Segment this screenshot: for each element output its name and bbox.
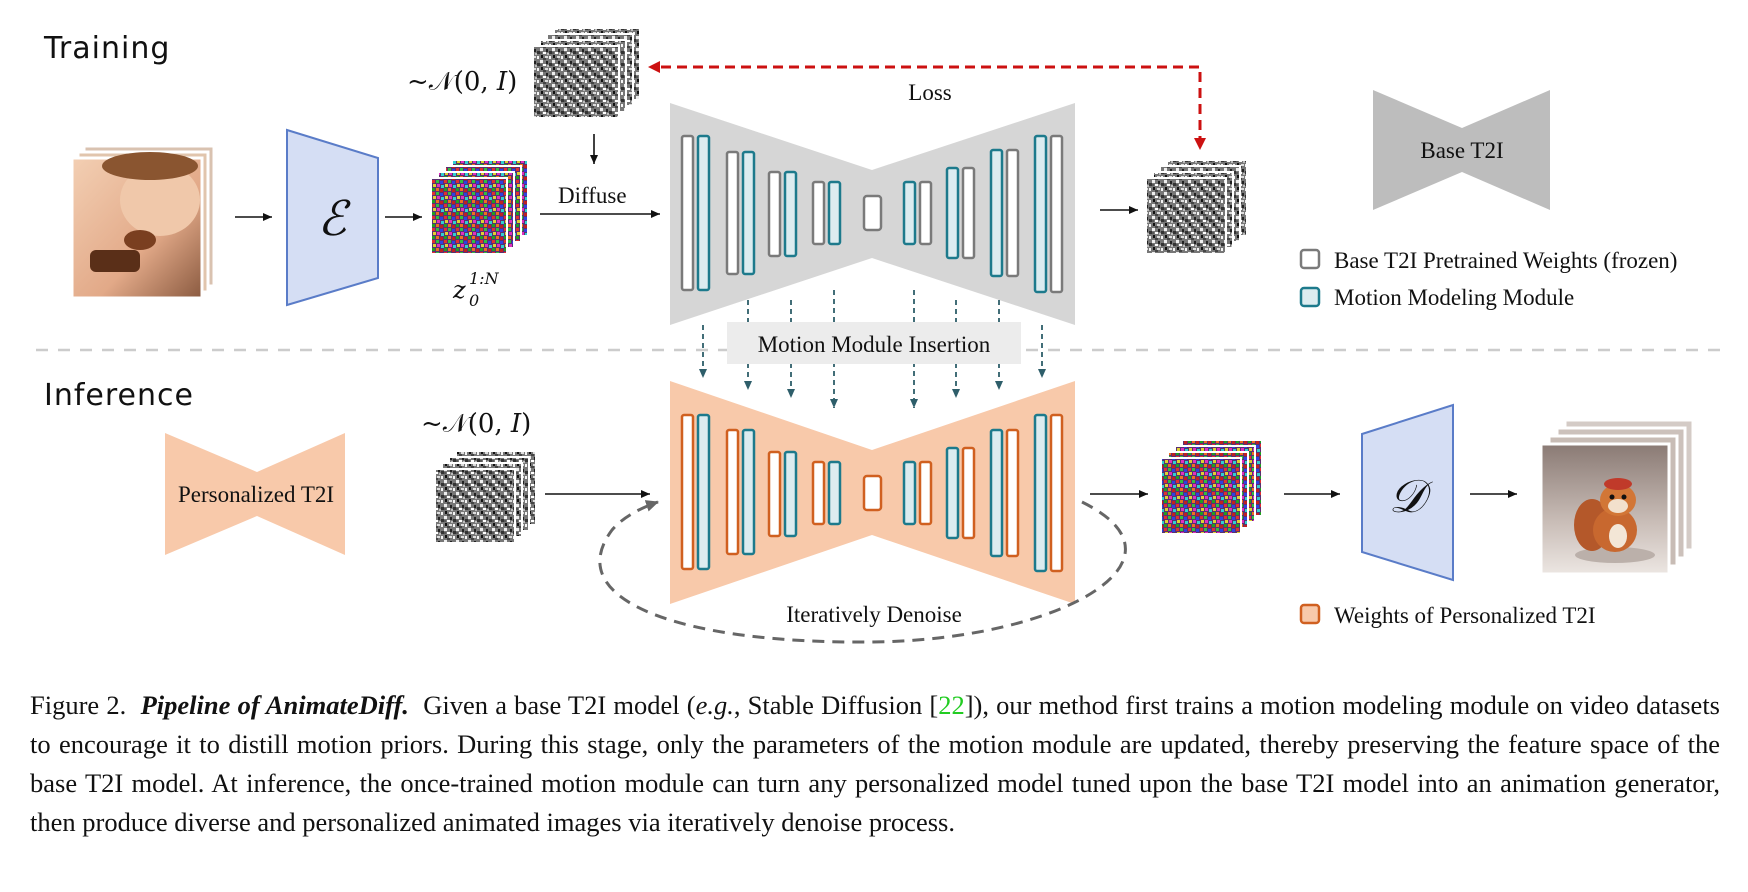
encoder-block: [286, 128, 379, 307]
latent-subscript: 0: [469, 291, 479, 310]
loss-arrow: [658, 65, 1202, 146]
noise-cube-bottom: [434, 450, 537, 544]
latent-label: z: [452, 276, 466, 304]
legend-label-frozen: Base T2I Pretrained Weights (frozen): [1334, 248, 1677, 273]
latent-cube: [430, 159, 529, 255]
training-label: Training: [43, 31, 170, 66]
legend-swatch-motion: [1299, 286, 1321, 308]
output-video-frames: [1539, 418, 1695, 576]
inference-unet-blocks: [680, 413, 1064, 573]
latent-z: z: [452, 276, 466, 304]
iterative-denoise-loop: [598, 500, 1127, 644]
diffuse-label: Diffuse: [558, 183, 627, 208]
caption-part1: Given a base T2I model (: [423, 690, 696, 720]
legend-swatch-frozen: [1299, 248, 1321, 270]
iterative-denoise-label: Iteratively Denoise: [786, 602, 962, 627]
caption-eg: e.g.: [695, 690, 734, 720]
caption-part2: , Stable Diffusion [: [733, 690, 939, 720]
noise-label-top: ~𝒩(0, 𝐼): [407, 67, 517, 97]
caption-part3: ]), our method first trains a motion mod…: [30, 690, 1720, 837]
loss-arrowhead-left: [648, 61, 660, 73]
legend-label-motion: Motion Modeling Module: [1334, 285, 1574, 310]
base-t2i-label: Base T2I: [1420, 138, 1503, 163]
pipeline-diagram: Training Inference ℰ z 1:N 0 ~𝒩(0, 𝐼) Di…: [36, 27, 1725, 644]
insertion-label-bg: [727, 322, 1021, 364]
base-t2i-icon: [1373, 90, 1550, 210]
training-unet-blocks: [680, 134, 1064, 294]
encoder-symbol: ℰ: [317, 191, 351, 247]
legend-label-personalized: Weights of Personalized T2I: [1334, 603, 1596, 628]
training-video-frames: [70, 144, 216, 300]
figure-number: Figure 2.: [30, 690, 127, 720]
personalized-t2i-label: Personalized T2I: [178, 482, 334, 507]
loss-arrowhead-down: [1194, 138, 1206, 150]
figure-title: Pipeline of AnimateDiff.: [140, 690, 409, 720]
latent-superscript: 1:N: [469, 269, 500, 288]
predicted-noise-cube: [1145, 159, 1248, 255]
loss-label: Loss: [908, 80, 952, 105]
figure-caption: Figure 2. Pipeline of AnimateDiff. Given…: [30, 686, 1720, 842]
noise-cube-top: [532, 27, 641, 119]
motion-insertion-label: Motion Module Insertion: [758, 332, 991, 357]
inference-label: Inference: [44, 378, 194, 413]
output-latent-cube: [1160, 439, 1263, 535]
citation-link[interactable]: 22: [938, 690, 965, 720]
legend-swatch-personalized: [1299, 603, 1321, 625]
noise-label-bottom: ~𝒩(0, 𝐼): [421, 409, 531, 439]
decoder-block: [1361, 403, 1454, 582]
personalized-t2i-icon: [165, 433, 345, 555]
